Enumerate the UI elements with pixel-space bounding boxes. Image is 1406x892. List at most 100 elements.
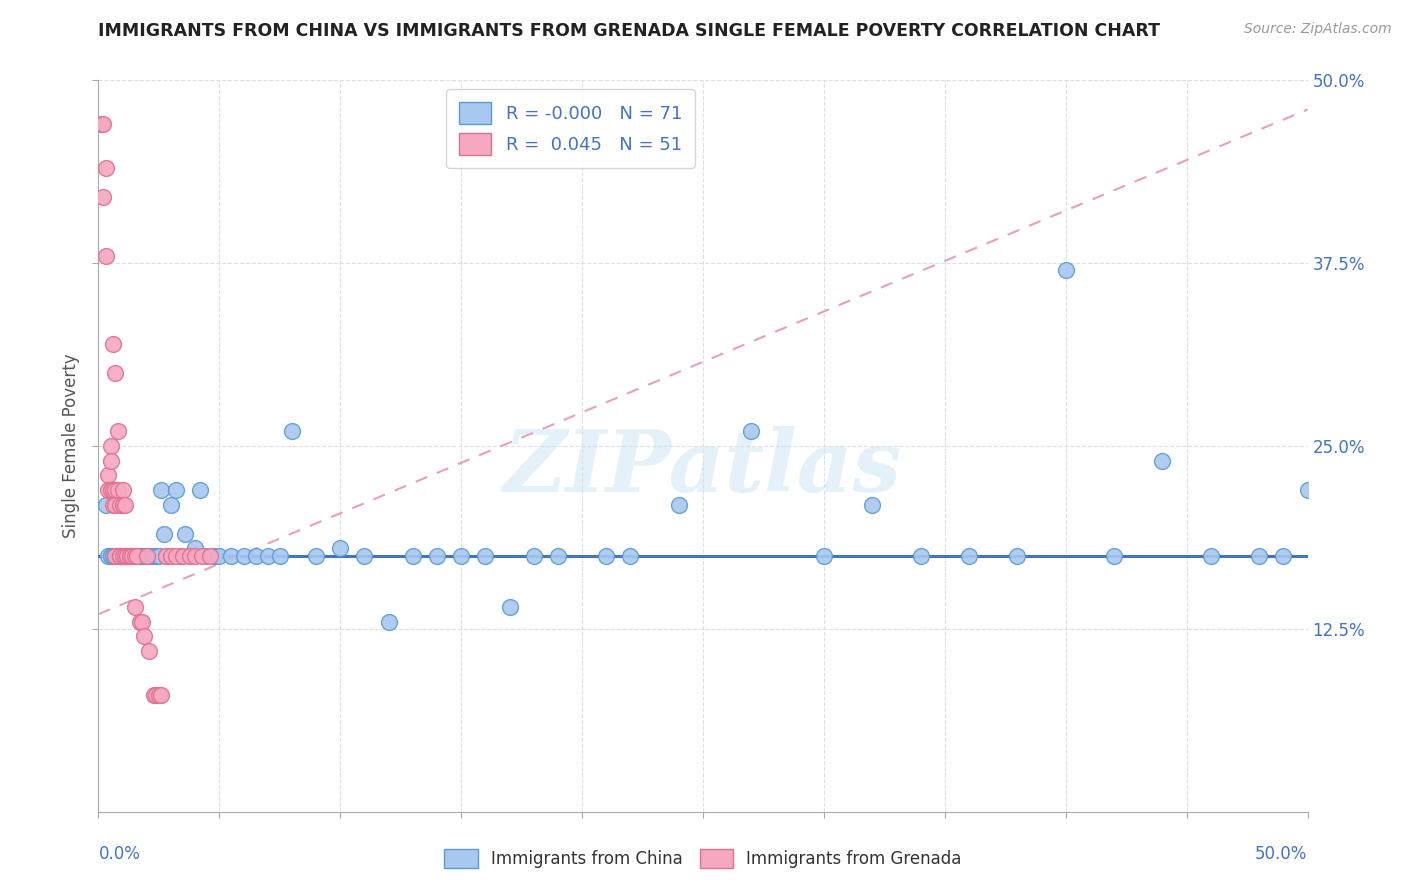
Point: [160, 549, 183, 563]
Point: [104, 549, 127, 563]
Point: [191, 549, 214, 563]
Point: [377, 615, 399, 629]
Point: [1272, 549, 1295, 563]
Point: [148, 549, 170, 563]
Point: [1249, 549, 1271, 563]
Point: [101, 549, 124, 563]
Point: [114, 498, 136, 512]
Point: [165, 483, 187, 497]
Point: [547, 549, 569, 563]
Point: [281, 425, 304, 439]
Point: [474, 549, 496, 563]
Point: [111, 483, 134, 497]
Point: [150, 483, 173, 497]
Point: [1102, 549, 1125, 563]
Point: [619, 549, 641, 563]
Point: [232, 549, 254, 563]
Text: 0.0%: 0.0%: [98, 845, 141, 863]
Point: [221, 549, 243, 563]
Point: [143, 688, 166, 702]
Point: [108, 549, 131, 563]
Point: [184, 541, 207, 556]
Point: [813, 549, 835, 563]
Point: [152, 526, 174, 541]
Point: [148, 688, 170, 702]
Point: [100, 483, 122, 497]
Point: [107, 483, 129, 497]
Point: [91, 117, 114, 131]
Point: [94, 249, 117, 263]
Point: [245, 549, 267, 563]
Point: [118, 549, 141, 563]
Point: [179, 549, 201, 563]
Point: [127, 549, 149, 563]
Point: [131, 549, 153, 563]
Point: [141, 549, 163, 563]
Point: [117, 549, 139, 563]
Point: [188, 483, 211, 497]
Legend: Immigrants from China, Immigrants from Grenada: Immigrants from China, Immigrants from G…: [437, 842, 969, 875]
Point: [860, 498, 883, 512]
Point: [128, 549, 150, 563]
Point: [101, 336, 124, 351]
Point: [118, 549, 141, 563]
Point: [353, 549, 375, 563]
Point: [117, 549, 139, 563]
Point: [160, 498, 183, 512]
Text: IMMIGRANTS FROM CHINA VS IMMIGRANTS FROM GRENADA SINGLE FEMALE POVERTY CORRELATI: IMMIGRANTS FROM CHINA VS IMMIGRANTS FROM…: [98, 22, 1160, 40]
Point: [204, 549, 226, 563]
Point: [118, 549, 141, 563]
Point: [135, 549, 157, 563]
Point: [150, 688, 173, 702]
Point: [94, 498, 117, 512]
Point: [174, 526, 197, 541]
Point: [97, 549, 120, 563]
Point: [402, 549, 425, 563]
Point: [143, 549, 166, 563]
Point: [426, 549, 449, 563]
Point: [668, 498, 690, 512]
Point: [104, 366, 127, 380]
Point: [94, 161, 117, 175]
Point: [740, 425, 762, 439]
Point: [111, 549, 134, 563]
Point: [111, 498, 134, 512]
Point: [124, 599, 146, 614]
Point: [165, 549, 187, 563]
Point: [957, 549, 980, 563]
Point: [450, 549, 472, 563]
Point: [100, 439, 122, 453]
Point: [145, 688, 167, 702]
Point: [114, 549, 136, 563]
Point: [127, 549, 149, 563]
Point: [100, 453, 122, 467]
Point: [138, 644, 160, 658]
Point: [172, 549, 194, 563]
Text: 50.0%: 50.0%: [1256, 845, 1308, 863]
Point: [97, 483, 120, 497]
Point: [104, 483, 127, 497]
Point: [194, 549, 217, 563]
Point: [131, 615, 153, 629]
Point: [910, 549, 932, 563]
Point: [198, 549, 221, 563]
Legend: R = -0.000   N = 71, R =  0.045   N = 51: R = -0.000 N = 71, R = 0.045 N = 51: [446, 89, 695, 168]
Point: [108, 549, 131, 563]
Point: [108, 498, 131, 512]
Point: [145, 549, 167, 563]
Point: [121, 549, 143, 563]
Point: [1152, 453, 1174, 467]
Point: [108, 549, 131, 563]
Point: [124, 549, 146, 563]
Point: [256, 549, 278, 563]
Point: [121, 549, 143, 563]
Text: ZIPatlas: ZIPatlas: [503, 426, 903, 509]
Point: [329, 541, 352, 556]
Point: [128, 549, 150, 563]
Point: [111, 549, 134, 563]
Point: [169, 549, 191, 563]
Y-axis label: Single Female Poverty: Single Female Poverty: [62, 354, 80, 538]
Text: Source: ZipAtlas.com: Source: ZipAtlas.com: [1244, 22, 1392, 37]
Point: [595, 549, 617, 563]
Point: [1199, 549, 1222, 563]
